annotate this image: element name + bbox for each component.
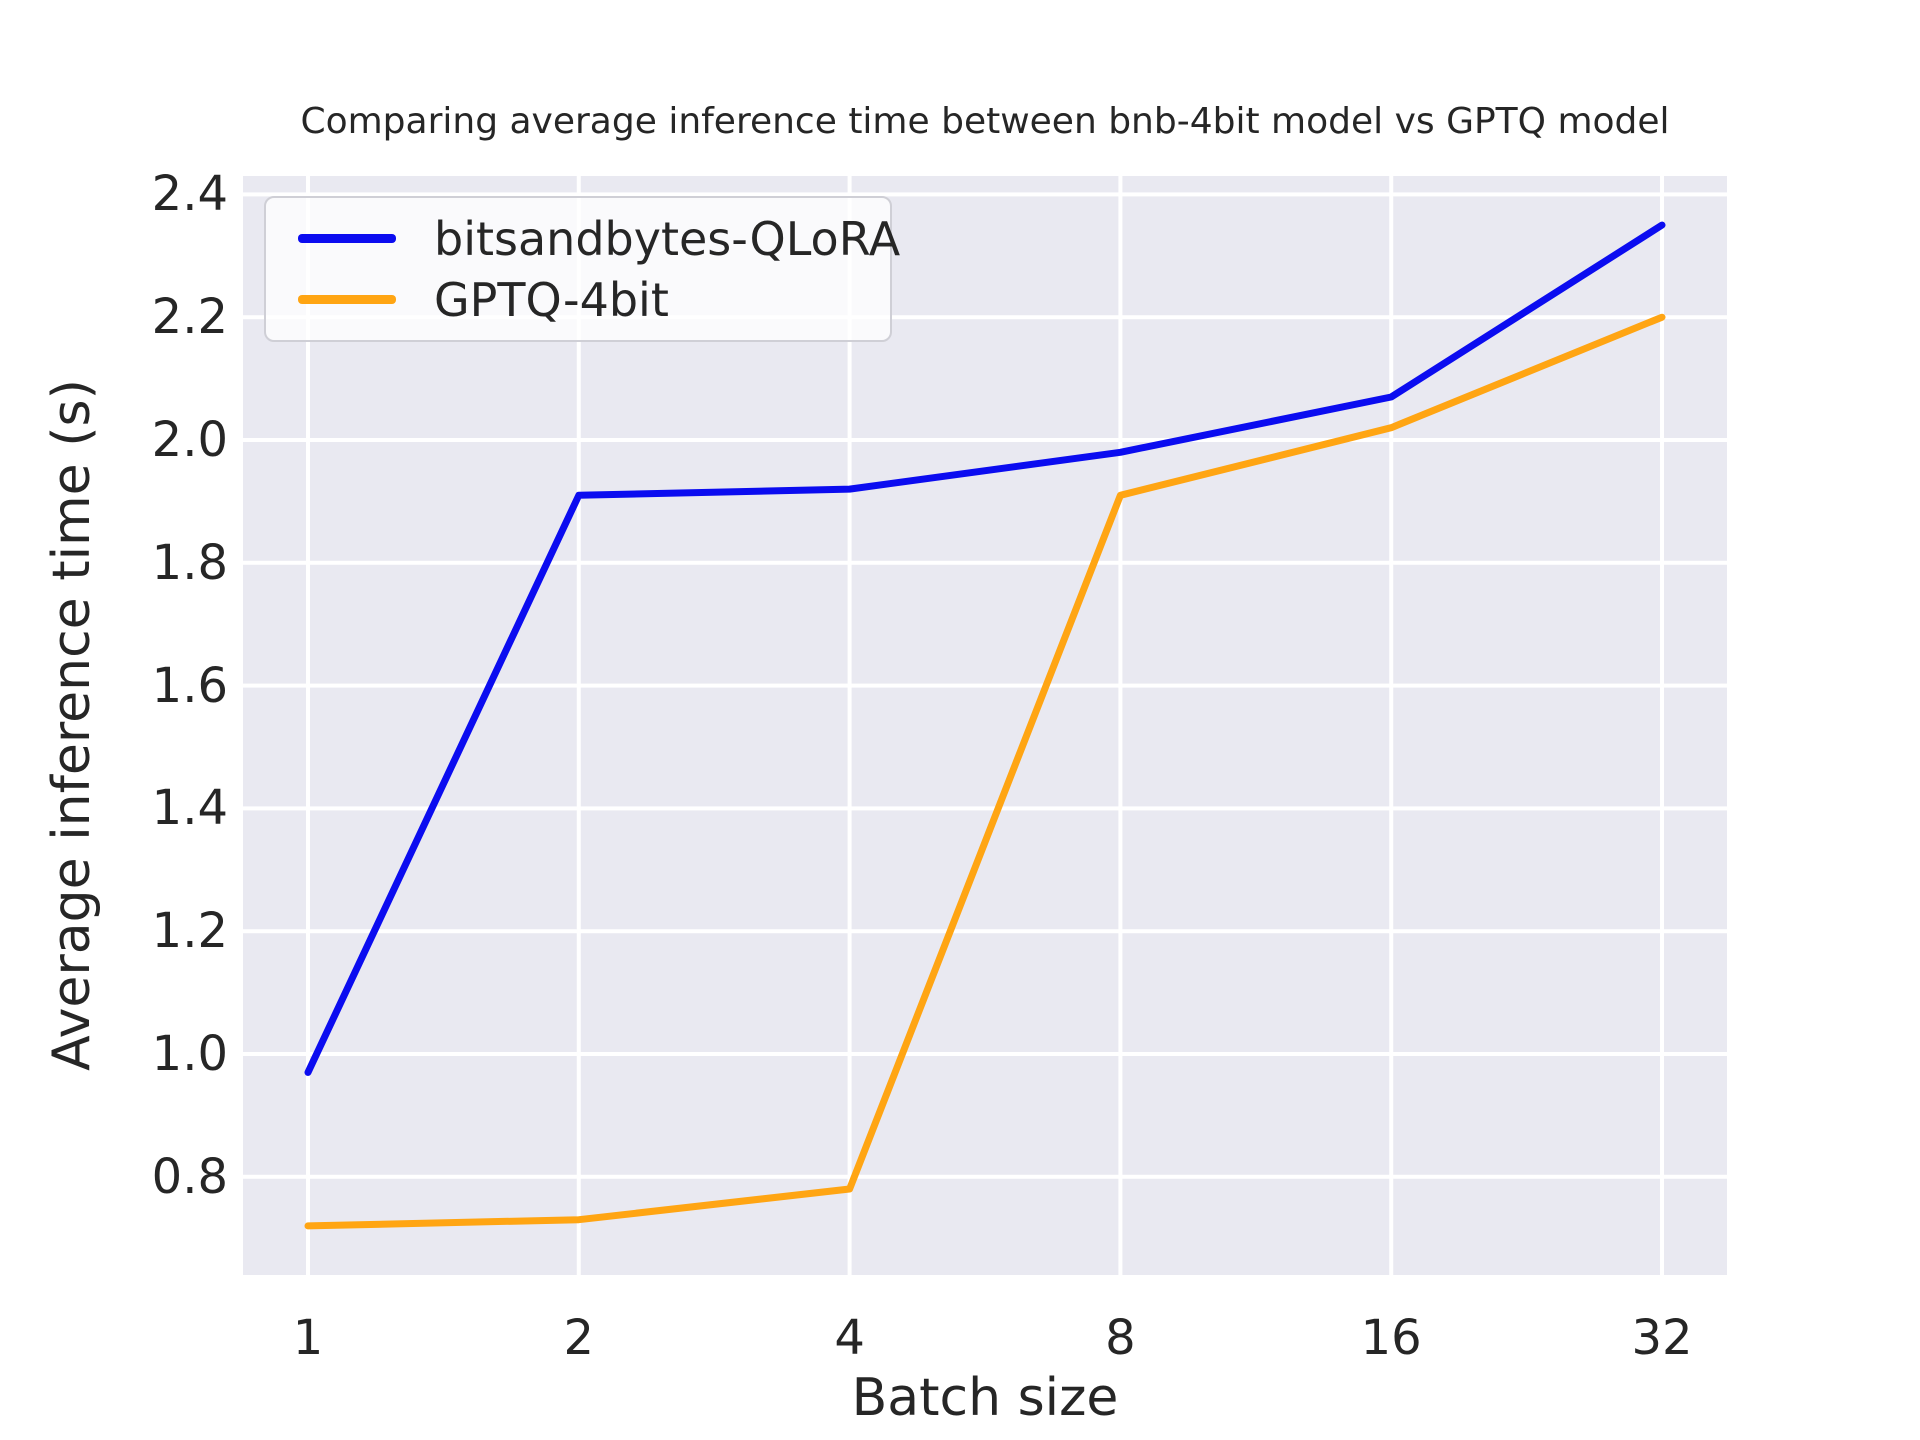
plot-area: bitsandbytes-QLoRA GPTQ-4bit [243,176,1727,1275]
legend-item-gptq: GPTQ-4bit [298,274,870,326]
y-tick-label: 2.4 [151,166,228,223]
chart-title: Comparing average inference time between… [300,101,1670,142]
y-tick-label: 1.0 [151,1025,228,1082]
y-tick-label: 1.2 [151,903,228,960]
legend: bitsandbytes-QLoRA GPTQ-4bit [264,196,900,342]
legend-label: GPTQ-4bit [434,272,669,327]
x-axis-label: Batch size [851,1368,1119,1428]
x-tick-label: 32 [1631,1310,1693,1366]
y-tick-label: 1.6 [151,657,228,714]
chart-canvas [243,176,1727,1275]
x-tick-label: 2 [563,1310,595,1366]
y-tick-label: 1.4 [151,780,228,837]
x-tick-label: 8 [1105,1310,1136,1366]
legend-item-bitsandbytes: bitsandbytes-QLoRA [298,213,900,265]
y-tick-label: 2.0 [151,412,228,468]
y-tick-label: 1.8 [151,534,228,591]
x-tick-label: 16 [1360,1310,1422,1366]
y-tick-label: 2.2 [151,289,228,346]
legend-label: bitsandbytes-QLoRA [434,211,901,266]
legend-line-swatch-blue [298,234,396,243]
y-axis-label: Average inference time (s) [42,379,102,1071]
legend-line-swatch-orange [298,295,396,304]
x-tick-label: 4 [834,1310,865,1366]
y-tick-label: 0.8 [151,1148,228,1205]
x-tick-label: 1 [292,1310,324,1366]
